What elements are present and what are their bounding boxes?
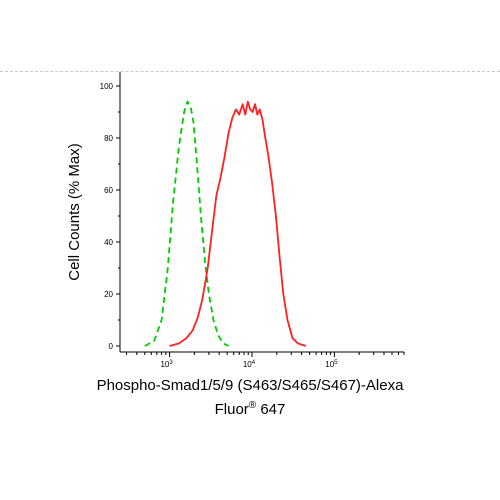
y-tick-label: 100 xyxy=(100,82,114,91)
x-axis: 103 104 105 xyxy=(120,351,405,369)
x-tick-label: 104 xyxy=(243,360,256,369)
x-axis-label-line1: Phospho-Smad1/5/9 (S463/S465/S467)-Alexa xyxy=(96,377,404,394)
y-tick-label: 40 xyxy=(104,238,113,247)
registered-mark: ® xyxy=(248,400,257,411)
y-tick-label: 80 xyxy=(104,134,113,143)
y-tick-label: 60 xyxy=(104,186,113,195)
y-axis-label: Cell Counts (% Max) xyxy=(66,143,83,281)
series-layer xyxy=(144,100,307,347)
series-line-2 xyxy=(169,100,307,347)
x-tick-label: 105 xyxy=(325,360,338,369)
x-axis-label-fluor: Fluor xyxy=(214,401,249,418)
histogram-chart: 0 20 40 60 80 100 103 104 105 Cell Counts (% Ma… xyxy=(66,72,405,369)
x-axis-label-647: 647 xyxy=(256,401,286,418)
y-tick-label: 20 xyxy=(104,290,113,299)
y-axis: 0 20 40 60 80 100 xyxy=(100,72,121,352)
y-tick-label: 0 xyxy=(109,342,114,351)
top-divider-line xyxy=(0,71,500,72)
x-axis-label: Phospho-Smad1/5/9 (S463/S465/S467)-Alexa… xyxy=(0,376,500,420)
x-tick-label: 103 xyxy=(160,360,173,369)
x-axis-label-line2: Fluor® 647 xyxy=(0,396,500,420)
